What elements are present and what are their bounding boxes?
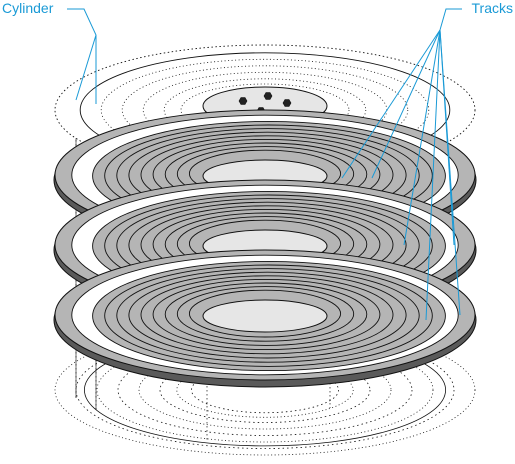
leader-line [371,29,441,179]
track-ring [128,271,407,359]
ghost-track-ring [117,344,413,436]
ghost-track-ring [191,366,339,414]
tracks-label: Tracks [471,0,513,16]
track-ring [152,278,381,351]
ghost-track-ring [138,350,392,430]
leader-line [341,29,441,179]
track-ring [116,268,420,363]
track-ring [140,275,394,355]
cylinder-label: Cylinder [2,0,54,16]
leader-line [439,8,462,31]
track-ring [104,264,433,367]
platter-3 [53,249,477,388]
spindle-bolt [263,92,273,100]
ghost-track-ring [75,331,455,449]
leader-line [403,29,441,246]
track-ring [164,282,368,346]
leader-lines [67,8,462,321]
ghost-track-ring [100,58,430,162]
hub [202,299,328,333]
ghost-track-ring [121,65,409,155]
spindle-bolt [238,97,248,105]
ghost-track-ring [96,337,434,443]
leader-line [439,29,461,316]
leader-line [67,8,97,101]
ghost-track-ring [180,83,350,137]
spindle-bolt [282,99,292,107]
track-ring [176,286,355,342]
track-ring [188,289,342,338]
ghost-track-ring [163,78,367,142]
leader-line [425,29,441,321]
